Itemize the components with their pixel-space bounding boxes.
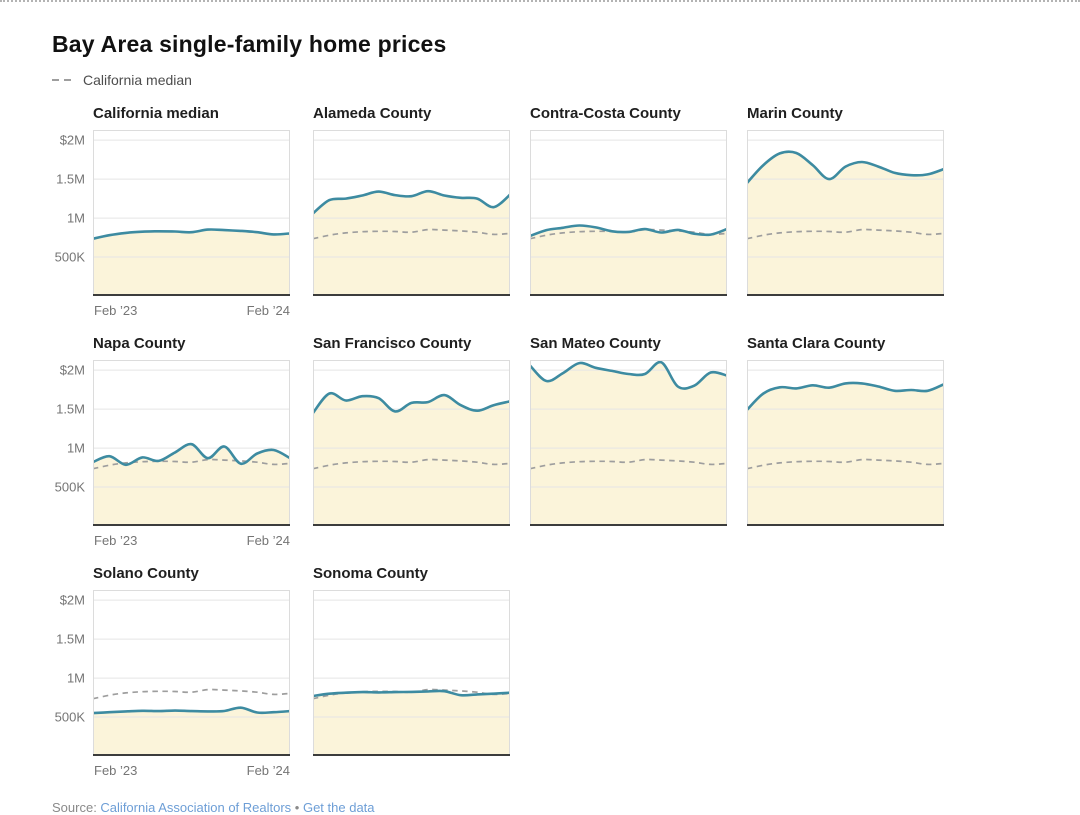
area-fill bbox=[93, 444, 290, 526]
source-link[interactable]: California Association of Realtors bbox=[100, 800, 292, 815]
line-chart bbox=[747, 130, 944, 296]
chart-title: California median bbox=[93, 105, 219, 122]
chart-title: San Mateo County bbox=[530, 335, 661, 352]
y-axis-tick-label: 1.5M bbox=[56, 631, 85, 647]
get-the-data-link[interactable]: Get the data bbox=[302, 800, 375, 815]
line-chart bbox=[313, 130, 510, 296]
line-chart bbox=[93, 590, 290, 756]
california-median-dashed-line bbox=[93, 688, 290, 700]
legend-label: California median bbox=[83, 72, 192, 88]
area-fill bbox=[747, 151, 944, 296]
chart-title: Sonoma County bbox=[313, 565, 428, 582]
california-median-dashed-line bbox=[93, 458, 290, 470]
area-fill bbox=[93, 229, 290, 296]
line-chart bbox=[313, 590, 510, 756]
california-median-dashed-line bbox=[747, 228, 944, 240]
county-price-line bbox=[747, 381, 944, 412]
county-price-line bbox=[530, 224, 727, 238]
y-axis-tick-label: 1M bbox=[66, 440, 85, 456]
y-axis-tick-label: $2M bbox=[59, 132, 85, 148]
y-axis-tick-label: 500K bbox=[54, 479, 85, 495]
area-fill bbox=[93, 707, 290, 756]
county-price-line bbox=[93, 228, 290, 240]
y-axis-tick-label: $2M bbox=[59, 362, 85, 378]
x-axis-label-right: Feb ’24 bbox=[246, 763, 290, 778]
california-median-dashed-line bbox=[747, 458, 944, 470]
chart-svg bbox=[93, 360, 290, 526]
line-chart bbox=[530, 360, 727, 526]
x-axis-label-right: Feb ’24 bbox=[246, 533, 290, 548]
area-fill bbox=[313, 393, 510, 526]
chart-title: Santa Clara County bbox=[747, 335, 886, 352]
chart-svg bbox=[93, 130, 290, 296]
chart-title: Marin County bbox=[747, 105, 843, 122]
y-axis-tick-label: $2M bbox=[59, 592, 85, 608]
dashed-line-legend-icon bbox=[52, 79, 74, 81]
x-axis-label-left: Feb ’23 bbox=[94, 533, 138, 548]
chart-svg bbox=[530, 360, 727, 526]
chart-svg bbox=[93, 590, 290, 756]
california-median-dashed-line bbox=[530, 228, 727, 240]
county-price-line bbox=[93, 706, 290, 715]
chart-title: Contra-Costa County bbox=[530, 105, 681, 122]
x-axis-label-right: Feb ’24 bbox=[246, 303, 290, 318]
chart-svg bbox=[530, 130, 727, 296]
y-axis-tick-label: 1M bbox=[66, 210, 85, 226]
chart-title: Napa County bbox=[93, 335, 186, 352]
line-chart bbox=[93, 130, 290, 296]
chart-svg bbox=[313, 360, 510, 526]
area-fill bbox=[313, 690, 510, 756]
california-median-dashed-line bbox=[530, 458, 727, 470]
california-median-dashed-line bbox=[313, 458, 510, 470]
chart-svg bbox=[313, 130, 510, 296]
page-title: Bay Area single-family home prices bbox=[52, 31, 447, 58]
county-price-line bbox=[530, 360, 727, 390]
county-price-line bbox=[313, 689, 510, 698]
y-axis-tick-label: 1.5M bbox=[56, 401, 85, 417]
chart-svg bbox=[747, 360, 944, 526]
area-fill bbox=[530, 362, 727, 526]
y-axis-tick-label: 500K bbox=[54, 709, 85, 725]
line-chart bbox=[313, 360, 510, 526]
line-chart bbox=[747, 360, 944, 526]
source-separator: • bbox=[291, 800, 303, 815]
chart-svg bbox=[313, 590, 510, 756]
line-chart bbox=[93, 360, 290, 526]
area-fill bbox=[530, 225, 727, 296]
y-axis-tick-label: 1.5M bbox=[56, 171, 85, 187]
area-fill bbox=[313, 191, 510, 296]
line-chart bbox=[530, 130, 727, 296]
chart-title: Alameda County bbox=[313, 105, 432, 122]
chart-svg bbox=[747, 130, 944, 296]
legend: California median bbox=[52, 72, 192, 88]
source-prefix: Source: bbox=[52, 800, 101, 815]
x-axis-label-left: Feb ’23 bbox=[94, 303, 138, 318]
y-axis-tick-label: 1M bbox=[66, 670, 85, 686]
county-price-line bbox=[313, 189, 510, 215]
area-fill bbox=[747, 382, 944, 526]
county-price-line bbox=[93, 442, 290, 467]
source-line: Source: California Association of Realto… bbox=[52, 800, 375, 815]
page-top-dotted-border bbox=[0, 0, 1080, 2]
california-median-dashed-line bbox=[313, 228, 510, 240]
x-axis-label-left: Feb ’23 bbox=[94, 763, 138, 778]
county-price-line bbox=[313, 391, 510, 415]
chart-title: Solano County bbox=[93, 565, 199, 582]
y-axis-tick-label: 500K bbox=[54, 249, 85, 265]
county-price-line bbox=[747, 150, 944, 185]
chart-title: San Francisco County bbox=[313, 335, 472, 352]
